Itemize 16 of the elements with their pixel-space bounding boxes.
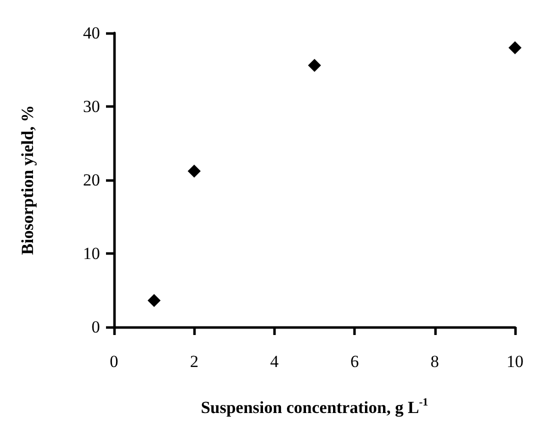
x-tick-label: 6 [350,352,359,371]
point [508,41,522,54]
y-tick-label: 20 [83,170,100,190]
point [308,58,321,72]
y-tick-label: 10 [83,244,100,263]
x-tick-label: 8 [430,352,440,371]
x-tick-label: 4 [270,352,280,371]
x-tick-label: 10 [506,352,524,371]
point [148,294,161,308]
x-tick-label: 0 [110,352,118,371]
y-tick-label: 30 [83,97,100,116]
point [188,164,201,178]
x-tick-label: 2 [190,352,198,371]
y-tick-label: 40 [83,24,100,42]
y-axis-title: Biosorption yield, % [18,105,37,255]
y-tick-label: 0 [92,318,100,336]
